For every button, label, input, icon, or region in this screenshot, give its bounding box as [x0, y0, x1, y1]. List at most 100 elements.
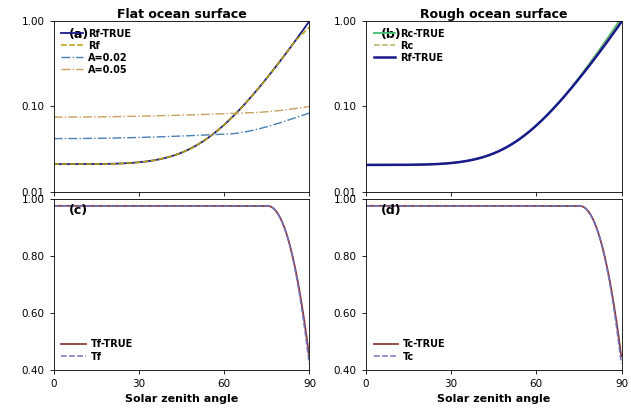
Rf [254, 87, 261, 92]
Rc [618, 21, 625, 26]
A=0.02 [76, 136, 83, 141]
Line: Rf: Rf [54, 27, 309, 164]
Tf-TRUE [162, 203, 170, 208]
Tf [50, 203, 57, 208]
Tf-TRUE [225, 203, 233, 208]
Rc [538, 118, 545, 123]
Text: (d): (d) [381, 204, 402, 217]
Rf [162, 155, 170, 160]
Rf-TRUE [388, 163, 396, 168]
Rf [249, 92, 257, 97]
A=0.05 [162, 113, 170, 118]
X-axis label: Solar zenith angle: Solar zenith angle [125, 394, 238, 404]
Line: Rc: Rc [366, 23, 622, 165]
Rf-TRUE [362, 163, 370, 168]
Rf-TRUE [561, 93, 569, 98]
A=0.02 [162, 134, 170, 139]
Rc-TRUE [362, 163, 370, 168]
Tf [225, 203, 233, 208]
Tf [305, 361, 313, 366]
Rc-TRUE [538, 118, 545, 123]
Tf-TRUE [254, 203, 261, 208]
Rc [475, 156, 482, 161]
Tf-TRUE [305, 354, 313, 359]
Rf-TRUE [249, 92, 257, 97]
X-axis label: Solar zenith angle: Solar zenith angle [437, 394, 550, 404]
Rf [305, 25, 313, 30]
Title: Flat ocean surface: Flat ocean surface [117, 8, 247, 21]
Legend: Tf-TRUE, Tf: Tf-TRUE, Tf [59, 336, 136, 365]
Rf-TRUE [538, 118, 545, 123]
Rc [561, 93, 569, 98]
Tc [362, 203, 370, 208]
Line: Rf-TRUE: Rf-TRUE [366, 22, 622, 165]
Rf-TRUE [162, 155, 170, 160]
Tf-TRUE [76, 203, 83, 208]
Rc [465, 158, 473, 163]
Tc [475, 203, 482, 208]
Rc-TRUE [561, 93, 569, 98]
Legend: Tc-TRUE, Tc: Tc-TRUE, Tc [370, 336, 448, 365]
Text: (b): (b) [381, 28, 402, 41]
Line: Tc: Tc [366, 206, 622, 363]
A=0.05 [305, 104, 313, 109]
Tc [538, 203, 545, 208]
A=0.05 [254, 110, 261, 115]
Rf-TRUE [475, 156, 482, 161]
Rf [225, 118, 233, 123]
Rc-TRUE [475, 156, 482, 161]
A=0.02 [50, 136, 57, 141]
Title: Rough ocean surface: Rough ocean surface [420, 8, 567, 21]
Tf [153, 203, 161, 208]
Rf [50, 162, 57, 167]
Rf [153, 157, 161, 162]
Legend: Rc-TRUE, Rc, Rf-TRUE: Rc-TRUE, Rc, Rf-TRUE [370, 26, 447, 66]
Tf [249, 203, 257, 208]
Tf-TRUE [249, 203, 257, 208]
Line: Tf-TRUE: Tf-TRUE [54, 206, 309, 356]
Rc [566, 87, 574, 92]
Tc-TRUE [538, 203, 545, 208]
Tf-TRUE [50, 203, 57, 208]
Tc [388, 203, 396, 208]
A=0.05 [50, 115, 57, 120]
Rf-TRUE [76, 162, 83, 167]
Line: Tf: Tf [54, 206, 309, 363]
A=0.05 [249, 110, 257, 115]
Rc-TRUE [616, 18, 623, 24]
Tc-TRUE [388, 203, 396, 208]
Tc [566, 203, 574, 208]
Rc-TRUE [618, 18, 625, 24]
Rf-TRUE [618, 20, 625, 25]
Text: (c): (c) [69, 204, 88, 217]
Rc-TRUE [566, 87, 574, 92]
Line: Rc-TRUE: Rc-TRUE [366, 21, 622, 165]
Line: Tc-TRUE: Tc-TRUE [366, 206, 622, 356]
Rf [76, 162, 83, 167]
Tf [254, 203, 261, 208]
Tc-TRUE [465, 203, 473, 208]
Tc-TRUE [362, 203, 370, 208]
Tc-TRUE [475, 203, 482, 208]
Tc [618, 361, 625, 366]
A=0.02 [254, 127, 261, 132]
Rc-TRUE [388, 163, 396, 168]
A=0.02 [225, 131, 233, 136]
Rf-TRUE [225, 118, 233, 123]
A=0.05 [76, 115, 83, 120]
Tc-TRUE [618, 354, 625, 359]
A=0.05 [225, 111, 233, 116]
Tf-TRUE [153, 203, 161, 208]
Line: Rf-TRUE: Rf-TRUE [54, 21, 309, 164]
Text: (a): (a) [69, 28, 89, 41]
A=0.02 [249, 128, 257, 133]
Line: A=0.05: A=0.05 [54, 107, 309, 117]
Rc [362, 163, 370, 168]
Tf [76, 203, 83, 208]
Rc [616, 20, 623, 25]
A=0.02 [305, 110, 313, 116]
Tc-TRUE [561, 203, 569, 208]
Tc [561, 203, 569, 208]
A=0.02 [153, 134, 161, 139]
Rc-TRUE [465, 158, 473, 163]
